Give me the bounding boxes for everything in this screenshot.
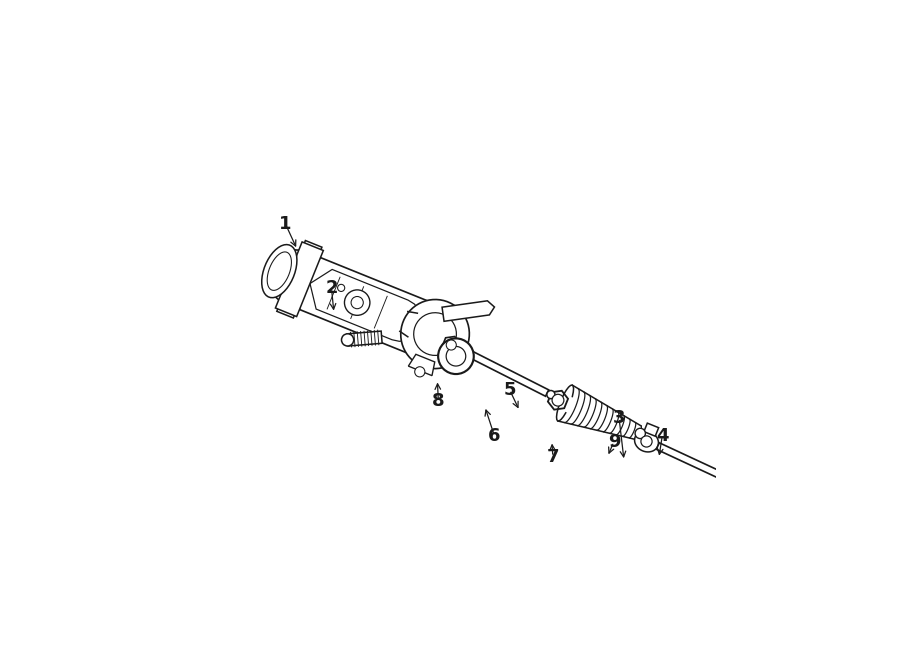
Text: 9: 9 [608, 433, 620, 451]
Text: 7: 7 [546, 448, 559, 466]
Circle shape [446, 340, 456, 350]
Polygon shape [741, 477, 770, 505]
Circle shape [415, 367, 425, 377]
Circle shape [552, 395, 564, 406]
Polygon shape [442, 301, 494, 321]
Polygon shape [442, 336, 460, 354]
Text: 3: 3 [613, 408, 626, 427]
Polygon shape [656, 443, 750, 491]
Polygon shape [745, 474, 762, 491]
Polygon shape [741, 452, 765, 479]
Text: 2: 2 [325, 279, 338, 297]
Circle shape [547, 391, 555, 399]
Text: 6: 6 [488, 426, 500, 445]
Polygon shape [400, 299, 469, 369]
Circle shape [345, 290, 370, 315]
Polygon shape [300, 241, 322, 261]
Text: 5: 5 [503, 381, 516, 399]
Circle shape [635, 428, 645, 439]
Polygon shape [347, 331, 382, 346]
Circle shape [747, 483, 763, 498]
Circle shape [641, 436, 652, 447]
Polygon shape [262, 245, 297, 297]
Polygon shape [733, 471, 761, 486]
Polygon shape [414, 313, 456, 356]
Circle shape [446, 346, 466, 366]
Polygon shape [268, 250, 446, 356]
Circle shape [351, 297, 364, 309]
Polygon shape [548, 391, 568, 410]
Polygon shape [644, 423, 659, 436]
Text: 8: 8 [432, 392, 445, 410]
Polygon shape [409, 354, 435, 375]
Circle shape [338, 284, 345, 292]
Polygon shape [275, 242, 323, 317]
Text: 4: 4 [656, 426, 669, 445]
Polygon shape [454, 344, 549, 396]
Polygon shape [634, 431, 659, 452]
Circle shape [438, 338, 473, 374]
Circle shape [341, 334, 354, 346]
Polygon shape [267, 252, 292, 290]
Text: 1: 1 [279, 215, 292, 233]
Circle shape [744, 457, 761, 473]
Polygon shape [277, 297, 299, 318]
Polygon shape [742, 490, 777, 506]
